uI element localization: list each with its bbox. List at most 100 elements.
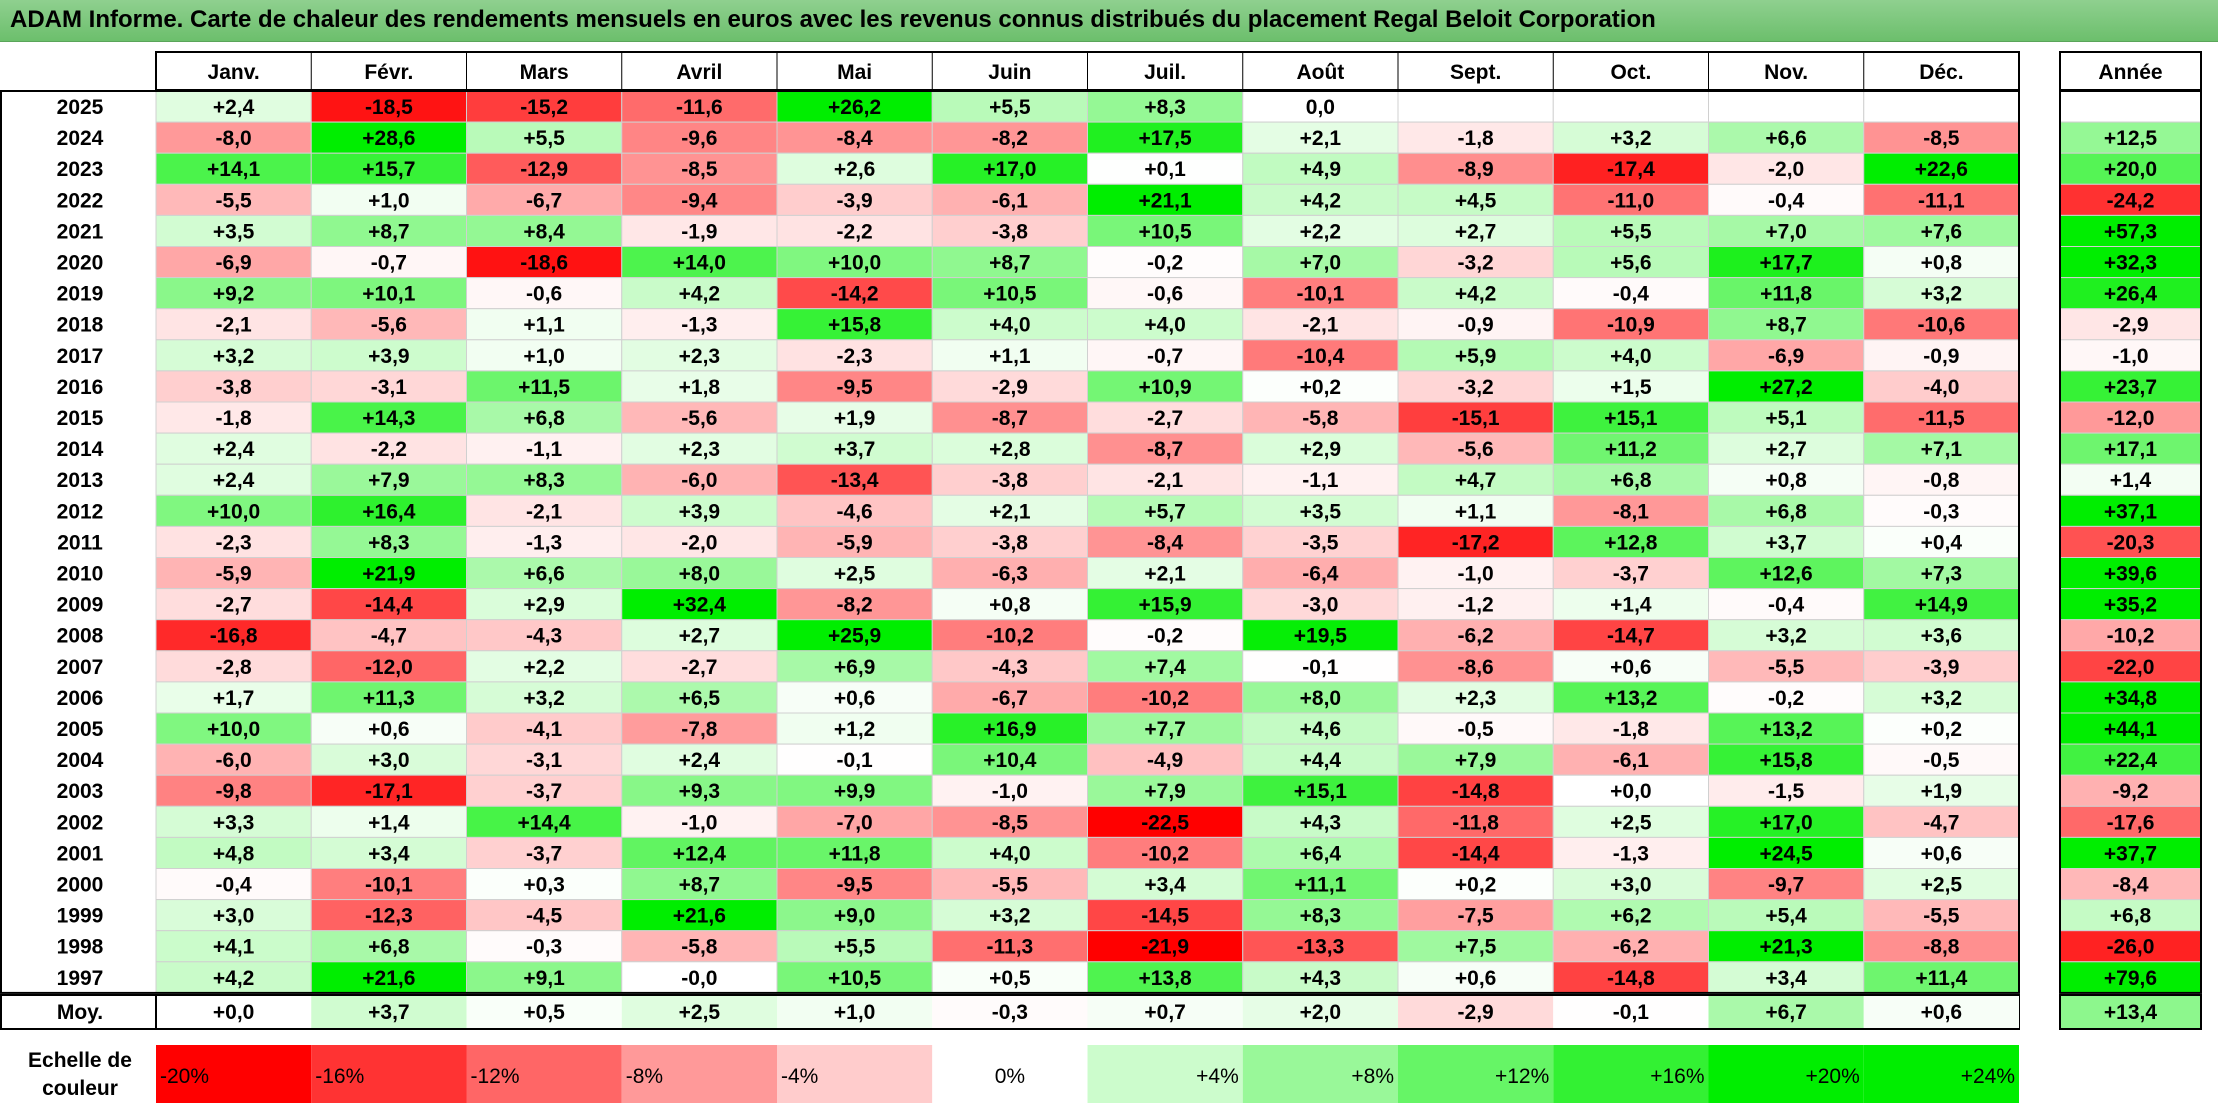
heatmap-cell [1863, 401, 2020, 434]
average-label: Moy. [57, 1001, 103, 1024]
cell-value: -4,7 [371, 625, 407, 648]
cell-value: -8,1 [1613, 500, 1650, 523]
heatmap-cell [1242, 90, 1399, 123]
heatmap-cell [1863, 899, 2020, 932]
cell-value: -2,1 [1302, 314, 1339, 337]
cell-value: +8,7 [368, 220, 409, 243]
cell-value: +10,0 [828, 252, 881, 275]
average-cell [621, 996, 777, 1028]
heatmap-cell [1708, 308, 1865, 341]
cell-value: -11,1 [1918, 189, 1965, 212]
cell-value: -17,2 [1452, 531, 1500, 554]
cell-value: +2,9 [1300, 438, 1341, 461]
cell-value: +8,7 [679, 874, 720, 897]
cell-value: +3,7 [1765, 531, 1806, 554]
average-cell [777, 996, 933, 1028]
cell-value: +3,2 [989, 905, 1030, 928]
cell-value: -5,8 [681, 936, 718, 959]
cell-value: +5,7 [1144, 500, 1185, 523]
average-value: +0,0 [213, 1001, 254, 1024]
heatmap-cell [1552, 90, 1709, 123]
heatmap-cell [466, 588, 623, 621]
heatmap-cell [310, 214, 467, 247]
cell-value: +7,0 [1765, 220, 1806, 243]
heatmap-cell [155, 588, 312, 621]
heatmap-cell [776, 650, 933, 683]
heatmap-cell [1087, 525, 1244, 559]
row-year-label: 2018 [57, 314, 104, 337]
heatmap-cell [621, 650, 778, 683]
cell-value: -10,1 [1296, 283, 1344, 306]
heatmap-cell [155, 277, 312, 310]
cell-value: +6,6 [1765, 127, 1806, 150]
annual-value: -10,2 [2107, 625, 2155, 648]
month-header: Déc. [1919, 61, 1963, 84]
cell-value: +6,8 [1765, 500, 1807, 523]
row-year-label: 2001 [57, 842, 104, 865]
cell-value: -16,8 [210, 625, 258, 648]
heatmap-cell [1087, 899, 1244, 932]
cell-value: +11,5 [518, 376, 570, 399]
row-year-label: 2017 [57, 345, 104, 368]
heatmap-cell [776, 121, 933, 154]
cell-value: -6,1 [992, 189, 1029, 212]
heatmap-cell [1397, 650, 1554, 683]
cell-value: -7,5 [1458, 905, 1495, 928]
month-header: Août [1296, 61, 1344, 84]
cell-value: +1,4 [368, 811, 410, 834]
cell-value: -9,7 [1768, 874, 1804, 897]
month-header: Mars [520, 61, 569, 84]
cell-value: -1,2 [1458, 594, 1494, 617]
heatmap-cell [1242, 432, 1399, 465]
scale-swatch [621, 1045, 777, 1103]
annual-value: -8,4 [2112, 874, 2149, 897]
annual-cell [2059, 899, 2202, 932]
cell-value: +0,2 [1921, 718, 1962, 741]
cell-value: +6,2 [1610, 905, 1651, 928]
heatmap-cell [155, 712, 312, 745]
cell-value: -3,8 [216, 376, 253, 399]
annual-value: +1,4 [2110, 469, 2152, 492]
average-cell [311, 996, 467, 1028]
heatmap-cell [931, 619, 1088, 652]
annual-value: +23,7 [2104, 376, 2157, 399]
cell-value: +13,2 [1760, 718, 1813, 741]
title-bar: ADAM Informe. Carte de chaleur des rende… [0, 0, 2218, 42]
heatmap-cell [1708, 246, 1865, 279]
heatmap-cell [931, 432, 1088, 465]
cell-value: +22,6 [1915, 158, 1968, 181]
cell-value: +8,3 [1300, 905, 1341, 928]
row-year-label: 2016 [57, 376, 104, 399]
average-cell [1087, 996, 1243, 1028]
cell-value: -8,5 [1923, 127, 1960, 150]
annual-value: +12,5 [2104, 127, 2157, 150]
cell-value: -9,8 [216, 780, 253, 803]
heatmap-cell [1863, 961, 2020, 994]
cell-value: +4,3 [1300, 811, 1341, 834]
scale-swatch [311, 1045, 467, 1103]
cell-value: +1,5 [1610, 376, 1652, 399]
cell-value: +5,6 [1610, 252, 1651, 275]
heatmap-cell [621, 743, 778, 776]
heatmap-cell [1087, 339, 1244, 372]
cell-value: -1,1 [1302, 469, 1339, 492]
cell-value: +2,7 [1455, 220, 1496, 243]
cell-value: +15,1 [1604, 407, 1657, 430]
cell-value: +8,0 [1300, 687, 1341, 710]
heatmap-cell [1708, 557, 1865, 590]
cell-value: -1,9 [681, 220, 717, 243]
cell-value: -8,7 [992, 407, 1028, 430]
heatmap-cell [931, 930, 1088, 963]
heatmap-cell [1552, 525, 1709, 559]
year-header: Année [2098, 61, 2162, 84]
cell-value: -14,8 [1607, 967, 1655, 990]
cell-value: +3,4 [1144, 874, 1186, 897]
cell-value: +7,9 [1144, 780, 1185, 803]
cell-value: -4,5 [526, 905, 563, 928]
cell-value: +17,0 [983, 158, 1036, 181]
heatmap-cell [1087, 90, 1244, 123]
cell-value: -1,5 [1768, 780, 1805, 803]
heatmap-cell [1863, 712, 2020, 745]
heatmap-cell [621, 619, 778, 652]
month-header: Avril [676, 61, 722, 84]
